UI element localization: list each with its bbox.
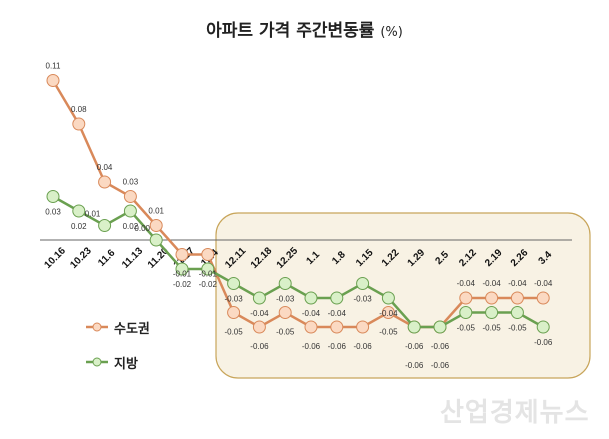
- data-label: -0.06: [328, 342, 347, 351]
- data-point: [485, 306, 499, 319]
- data-label: -0.05: [224, 328, 243, 337]
- data-label: -0.01: [173, 270, 192, 279]
- data-point: [175, 248, 189, 261]
- chart-title: 아파트 가격 주간변동률 (%): [0, 16, 609, 41]
- data-label: -0.05: [457, 324, 476, 333]
- data-label: -0.04: [250, 309, 269, 318]
- title-text: 아파트 가격 주간변동률: [206, 21, 375, 41]
- data-label: -0.02: [173, 280, 192, 289]
- data-point: [459, 306, 473, 319]
- data-point: [278, 277, 292, 290]
- data-point: [227, 277, 241, 290]
- x-tick-label: 11.20: [146, 245, 171, 270]
- data-label: 0.04: [97, 163, 113, 172]
- data-label: 0.01: [148, 207, 164, 216]
- data-label: -0.04: [534, 279, 553, 288]
- data-label: 0.08: [71, 105, 87, 114]
- x-tick-label: 11.13: [120, 245, 145, 270]
- legend: [86, 322, 108, 367]
- data-point: [98, 175, 112, 189]
- data-point: [201, 248, 215, 261]
- data-point: [433, 320, 447, 334]
- data-label: 0.02: [123, 222, 139, 231]
- data-point: [278, 306, 292, 319]
- data-point: [356, 277, 370, 290]
- data-label: -0.04: [482, 279, 501, 288]
- data-point: [252, 291, 266, 305]
- data-label: -0.04: [328, 309, 347, 318]
- data-label: -0.06: [302, 342, 321, 351]
- x-tick-label: 10.23: [68, 245, 94, 271]
- data-point: [381, 291, 395, 305]
- data-label: -0.05: [482, 324, 501, 333]
- data-label: -0.05: [276, 328, 295, 337]
- data-label: -0.06: [431, 361, 450, 370]
- data-point: [123, 204, 137, 218]
- data-point: [536, 320, 550, 334]
- watermark: 산업경제뉴스: [440, 398, 590, 428]
- data-label: -0.04: [379, 309, 398, 318]
- data-label: -0.06: [250, 342, 269, 351]
- data-label: -0.04: [457, 279, 476, 288]
- data-label: -0.06: [405, 361, 424, 370]
- data-point: [46, 190, 60, 203]
- legend-marker-1: [92, 357, 102, 367]
- data-label: 0.00: [134, 224, 150, 233]
- data-point: [252, 320, 266, 334]
- data-point: [201, 262, 215, 276]
- data-label: -0.04: [302, 309, 321, 318]
- data-label: 0.03: [45, 208, 61, 217]
- legend-marker-0: [92, 322, 102, 332]
- data-label: -0.06: [534, 338, 553, 347]
- data-label: -0.03: [224, 295, 243, 304]
- data-point: [459, 291, 473, 305]
- data-point: [304, 291, 318, 305]
- data-point: [510, 291, 524, 305]
- data-label: -0.03: [276, 295, 295, 304]
- data-point: [123, 190, 137, 203]
- data-label: 0.02: [71, 222, 87, 231]
- data-label: -0.01: [199, 270, 218, 279]
- data-label: -0.05: [379, 328, 398, 337]
- data-point: [536, 291, 550, 305]
- data-point: [381, 306, 395, 319]
- data-label: 0.03: [123, 178, 139, 187]
- data-point: [485, 291, 499, 305]
- data-point: [46, 74, 60, 87]
- data-label: -0.06: [405, 342, 424, 351]
- data-point: [149, 219, 163, 232]
- data-label: 0.01: [85, 210, 101, 219]
- data-point: [72, 204, 86, 218]
- data-point: [356, 320, 370, 334]
- x-tick-label: 11.6: [96, 247, 117, 268]
- data-label: -0.03: [353, 295, 372, 304]
- data-point: [72, 117, 86, 131]
- x-tick-label: 10.16: [42, 245, 68, 271]
- data-label: -0.04: [508, 279, 527, 288]
- title-unit: (%): [380, 25, 403, 40]
- highlight-box: [215, 212, 591, 379]
- data-label: -0.05: [508, 324, 527, 333]
- data-label: -0.06: [431, 342, 450, 351]
- data-point: [98, 219, 112, 232]
- data-point: [510, 306, 524, 319]
- legend-label-0: 수도권: [114, 322, 150, 337]
- data-point: [330, 291, 344, 305]
- legend-label-1: 지방: [114, 357, 138, 372]
- data-point: [304, 320, 318, 334]
- data-point: [227, 306, 241, 319]
- data-point: [149, 233, 163, 247]
- data-point: [175, 262, 189, 276]
- data-point: [407, 320, 421, 334]
- data-label: -0.02: [199, 280, 218, 289]
- data-label: 0.11: [46, 62, 62, 71]
- data-point: [330, 320, 344, 334]
- data-label: -0.06: [353, 342, 372, 351]
